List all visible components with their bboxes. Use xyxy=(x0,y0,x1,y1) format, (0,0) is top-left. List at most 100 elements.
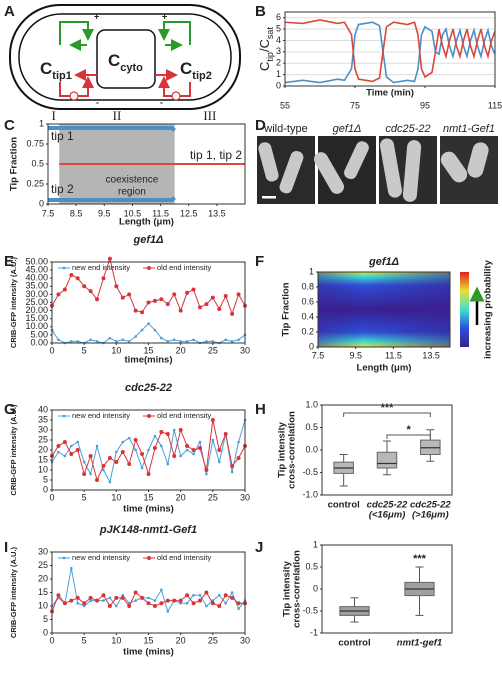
y-tick-label: 15 xyxy=(38,454,48,464)
marker xyxy=(107,456,112,460)
marker xyxy=(140,595,145,600)
marker xyxy=(76,602,80,605)
node-sub: tip1 xyxy=(52,70,72,82)
y-tick-label: 0 xyxy=(43,484,48,494)
marker xyxy=(152,298,157,303)
marker xyxy=(121,338,125,342)
marker xyxy=(57,450,60,454)
marker xyxy=(217,593,221,597)
marker xyxy=(75,276,80,281)
plot-frame xyxy=(51,551,246,634)
marker xyxy=(166,610,170,613)
y-axis-label-part: tip xyxy=(265,52,275,62)
y-axis-label-part: C xyxy=(257,62,272,71)
node-sub: tip2 xyxy=(192,70,212,82)
y-tick-label: 1 xyxy=(309,266,314,276)
x-tick-label: 15 xyxy=(143,345,153,355)
micrograph-label: nmt1-Gef1 xyxy=(443,123,495,135)
region-numeral: II xyxy=(113,108,122,123)
y-axis-label: Tip intensity xyxy=(282,560,293,616)
series-line xyxy=(284,19,496,83)
node-label: Ctip2 xyxy=(180,59,212,81)
marker xyxy=(172,454,177,458)
x-tick-label: 5 xyxy=(82,345,87,355)
marker xyxy=(134,599,137,602)
marker xyxy=(69,598,74,603)
y-tick-label: 30 xyxy=(38,546,48,556)
x-tick-label: 25 xyxy=(208,492,218,502)
y-tick-label: -0.5 xyxy=(302,605,318,615)
marker xyxy=(115,604,118,608)
micrograph-label: gef1Δ xyxy=(333,123,362,135)
y-tick-label: 1 xyxy=(39,118,44,128)
marker xyxy=(192,452,195,456)
marker xyxy=(140,310,145,315)
chart-title: gef1Δ xyxy=(132,234,163,246)
legend-marker xyxy=(147,414,151,418)
marker xyxy=(236,292,241,297)
legend-label: old end intensity xyxy=(157,411,211,420)
marker xyxy=(185,290,190,295)
x-tick-label: (<16μm) xyxy=(369,510,406,521)
marker xyxy=(217,460,221,464)
marker xyxy=(89,472,92,476)
marker xyxy=(114,595,119,600)
x-tick-label: 9.5 xyxy=(98,208,111,218)
chart: gef1Δ 0 0.2 0.4 0.6 0.8 1 7.5 9.5 11.5 13.5 Length … xyxy=(281,256,494,374)
x-tick-label: 0 xyxy=(49,635,54,645)
y-tick-label: 10.00 xyxy=(25,321,48,331)
marker xyxy=(192,338,195,342)
marker xyxy=(89,338,92,342)
chart-title: pJK148-nmt1-Gef1 xyxy=(99,524,197,536)
marker xyxy=(172,338,176,342)
marker xyxy=(185,448,189,452)
x-tick-label: 20 xyxy=(176,345,186,355)
chart: pJK148-nmt1-Gef1 0 5 10 15 20 25 30 0 5 10 15 20 25 30… xyxy=(9,524,250,658)
marker xyxy=(56,444,61,448)
marker xyxy=(108,336,112,340)
x-tick-label: 13.5 xyxy=(422,350,440,360)
marker xyxy=(88,595,93,600)
marker xyxy=(179,454,182,458)
plot-frame xyxy=(51,409,246,491)
chart: 0 0.25 0.5 0.75 1 7.5 8.5 9.5 10.5 11.5 12.5 13.5 Le… xyxy=(9,108,246,228)
legend-label: old end intensity xyxy=(157,553,211,562)
marker xyxy=(95,444,99,448)
significance-label: * xyxy=(407,424,412,436)
marker xyxy=(82,284,87,289)
marker xyxy=(197,446,202,450)
x-tick-label: 11.5 xyxy=(385,350,402,360)
y-tick-label: -1 xyxy=(310,627,318,637)
marker xyxy=(211,340,215,343)
marker xyxy=(153,599,157,602)
plot-frame xyxy=(284,11,496,87)
x-tick-label: 15 xyxy=(143,635,153,645)
legend-label: new end intensity xyxy=(72,553,130,562)
legend-label: new end intensity xyxy=(72,263,130,272)
x-tick-label: 20 xyxy=(176,635,186,645)
x-tick-label: cdc25-22 xyxy=(410,500,451,511)
marker xyxy=(217,306,222,311)
y-tick-label: 5 xyxy=(43,474,48,484)
y-tick-label: 20 xyxy=(38,573,48,583)
marker xyxy=(217,448,222,452)
marker xyxy=(230,340,234,343)
colorbar xyxy=(460,272,469,347)
marker xyxy=(224,338,227,342)
y-tick-label: 25 xyxy=(38,434,48,444)
legend-marker xyxy=(62,414,66,418)
x-tick-label: 30 xyxy=(240,492,250,502)
significance-bracket xyxy=(386,434,431,439)
micrograph-label: wild-type xyxy=(263,123,307,135)
node-main: C xyxy=(108,51,120,70)
marker xyxy=(224,602,227,605)
y-tick-label: 0.0 xyxy=(305,444,318,454)
marker xyxy=(185,340,189,343)
marker xyxy=(70,444,73,448)
y-axis-label: cross-correlation xyxy=(287,411,298,489)
y-tick-label: 6 xyxy=(276,12,281,22)
y-tick-label: 0 xyxy=(43,627,48,637)
marker xyxy=(140,466,144,470)
significance-bracket xyxy=(343,412,431,417)
